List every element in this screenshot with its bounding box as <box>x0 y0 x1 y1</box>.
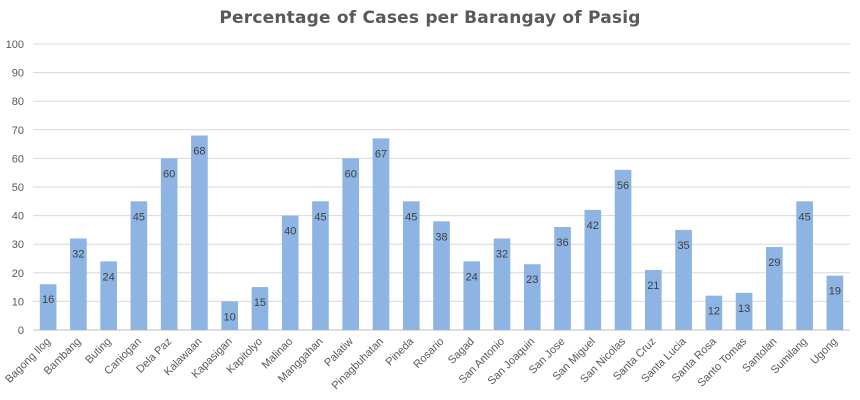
data-label: 29 <box>768 257 780 269</box>
x-tick-label: Bagong Ilog <box>3 336 53 386</box>
chart-title: Percentage of Cases per Barangay of Pasi… <box>219 8 641 28</box>
y-tick-label: 30 <box>12 239 24 251</box>
y-tick-label: 100 <box>6 39 24 51</box>
y-tick-label: 50 <box>12 182 24 194</box>
data-label: 56 <box>617 180 629 192</box>
data-label: 10 <box>224 311 236 323</box>
data-label: 36 <box>556 237 568 249</box>
data-label: 12 <box>708 306 720 318</box>
data-label: 45 <box>405 211 417 223</box>
bar <box>644 269 662 330</box>
data-label: 35 <box>677 240 689 252</box>
bar <box>493 238 511 330</box>
bar <box>614 169 632 330</box>
bar <box>342 158 360 330</box>
y-tick-label: 80 <box>12 96 24 108</box>
data-label: 21 <box>647 280 659 292</box>
bar <box>251 287 269 330</box>
bar <box>191 135 208 330</box>
data-label: 15 <box>254 297 266 309</box>
data-label: 60 <box>345 168 357 180</box>
data-label: 16 <box>42 294 54 306</box>
data-label: 45 <box>798 211 810 223</box>
bar <box>584 209 602 330</box>
bar <box>312 201 329 330</box>
bar <box>735 292 753 330</box>
bar <box>766 247 783 330</box>
data-label: 24 <box>466 271 478 283</box>
bar <box>402 201 420 330</box>
data-label: 67 <box>375 148 387 160</box>
data-label: 19 <box>829 286 841 298</box>
bar <box>796 201 813 330</box>
bar <box>221 301 239 330</box>
bar <box>281 215 299 330</box>
data-label: 23 <box>526 274 538 286</box>
data-label: 24 <box>103 271 115 283</box>
bar <box>675 229 692 330</box>
y-tick-label: 20 <box>12 268 24 280</box>
y-tick-label: 10 <box>12 296 24 308</box>
bar <box>39 284 57 330</box>
bar <box>372 138 390 330</box>
bar <box>826 275 844 330</box>
data-label: 42 <box>587 220 599 232</box>
bar <box>705 295 723 330</box>
bar <box>70 238 87 330</box>
data-label: 45 <box>133 211 145 223</box>
data-label: 32 <box>496 248 508 260</box>
y-tick-label: 0 <box>18 325 24 337</box>
data-label: 38 <box>435 231 447 243</box>
data-label: 60 <box>163 168 175 180</box>
y-tick-label: 70 <box>12 125 24 137</box>
bar <box>554 227 571 330</box>
y-tick-label: 90 <box>12 68 24 80</box>
data-label: 32 <box>72 248 84 260</box>
data-label: 45 <box>314 211 326 223</box>
x-tick-label: Rosario <box>411 336 446 371</box>
bar <box>160 158 178 330</box>
data-label: 68 <box>193 146 205 158</box>
bar <box>433 221 450 330</box>
x-tick-label: Ugong <box>809 336 840 367</box>
bar <box>463 261 481 330</box>
bar <box>523 264 541 330</box>
y-tick-label: 60 <box>12 153 24 165</box>
bar <box>130 201 148 330</box>
data-label: 13 <box>738 303 750 315</box>
data-label: 40 <box>284 226 296 238</box>
bar <box>100 261 117 330</box>
y-tick-label: 40 <box>12 211 24 223</box>
